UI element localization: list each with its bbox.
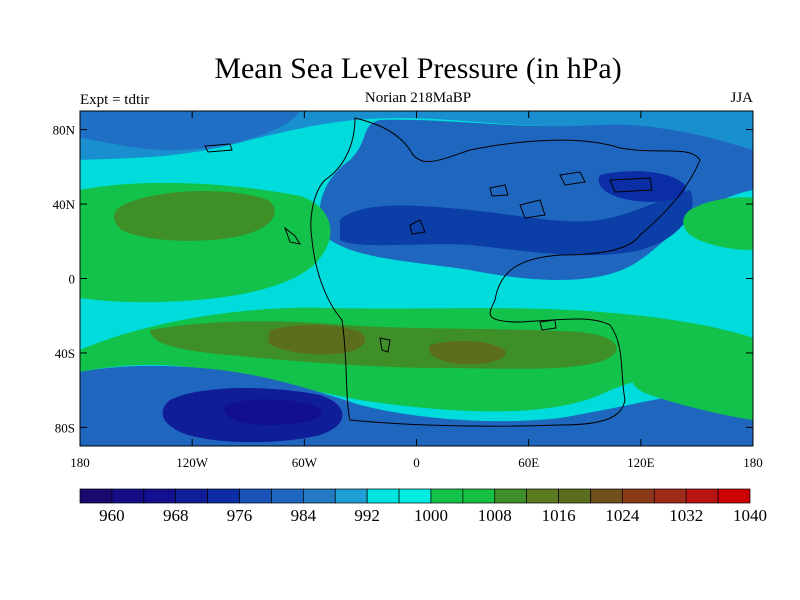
y-tick-label: 40N <box>53 197 76 212</box>
island-outline <box>559 171 586 186</box>
x-tick-label: 0 <box>413 455 420 470</box>
colorbar-swatch <box>717 488 751 504</box>
colorbar-swatch <box>143 488 177 504</box>
colorbar: 960 968 976 984 992 1000 1008 1016 1024 1032 1040 <box>79 488 767 525</box>
y-tick-label: 0 <box>69 272 76 287</box>
colorbar-label: 1024 <box>605 506 640 525</box>
colorbar-swatch <box>366 488 400 504</box>
colorbar-label: 1040 <box>733 506 767 525</box>
y-tick-label: 40S <box>55 346 75 361</box>
colorbar-swatch <box>334 488 368 504</box>
east-ocean-high <box>683 197 753 250</box>
colorbar-swatch <box>462 488 496 504</box>
island-outline <box>204 143 233 153</box>
season-label: JJA <box>730 90 753 106</box>
colorbar-swatch <box>79 488 113 504</box>
x-tick-label: 180 <box>743 455 763 470</box>
island-outline <box>539 319 557 331</box>
y-tick-label: 80S <box>55 420 75 435</box>
pangaea-coastline <box>310 117 701 427</box>
x-tick-label: 60W <box>292 455 318 470</box>
southern-high-max <box>429 340 506 365</box>
x-tick-label: 120W <box>176 455 209 470</box>
antarctic-low-deep <box>224 399 323 425</box>
colorbar-label: 1032 <box>669 506 703 525</box>
colorbar-swatch <box>271 488 304 504</box>
colorbar-label: 1000 <box>414 506 448 525</box>
colorbar-label: 960 <box>99 506 125 525</box>
y-tick-label: 80N <box>53 123 76 138</box>
island-outline <box>283 226 302 245</box>
pacific-high-core <box>113 190 275 241</box>
colorbar-swatch <box>175 488 208 504</box>
x-tick-label: 180 <box>70 455 90 470</box>
island-outline <box>379 337 391 353</box>
colorbar-label: 968 <box>163 506 189 525</box>
colorbar-swatch <box>653 488 687 504</box>
arctic-low <box>80 111 300 151</box>
colorbar-label: 976 <box>227 506 253 525</box>
colorbar-label: 992 <box>354 506 380 525</box>
colorbar-swatch <box>622 488 655 504</box>
colorbar-swatch <box>430 488 464 504</box>
x-tick-label: 120E <box>627 455 655 470</box>
colorbar-swatch <box>526 488 559 504</box>
colorbar-swatch <box>111 488 145 504</box>
island-outline <box>609 177 653 193</box>
chart-title: Mean Sea Level Pressure (in hPa) <box>214 52 622 85</box>
map-axes: 180 120W 60W 0 60E 120E 180 80N 40N 0 40S 80S <box>53 111 763 470</box>
asia-low-core <box>598 171 686 202</box>
colorbar-swatch <box>398 488 432 504</box>
colorbar-swatch <box>685 488 719 504</box>
x-tick-label: 60E <box>518 455 539 470</box>
period-label: Norian 218MaBP <box>364 90 472 106</box>
east-ocean-high <box>632 360 753 420</box>
colorbar-swatch <box>590 488 623 504</box>
island-outline <box>489 184 509 197</box>
pressure-field <box>80 111 753 446</box>
colorbar-label: 984 <box>291 506 317 525</box>
colorbar-label: 1008 <box>478 506 512 525</box>
island-outline <box>409 219 426 235</box>
colorbar-swatch <box>558 488 591 504</box>
colorbar-label: 1016 <box>542 506 576 525</box>
colorbar-swatch <box>239 488 272 504</box>
southern-high-max <box>268 324 366 355</box>
pangaea-low-core <box>340 190 693 256</box>
coastline-layer <box>204 117 701 427</box>
colorbar-swatch <box>207 488 240 504</box>
colorbar-swatch <box>494 488 528 504</box>
colorbar-swatch <box>302 488 336 504</box>
experiment-label: Expt = tdtir <box>80 92 150 108</box>
island-outline <box>519 199 546 219</box>
